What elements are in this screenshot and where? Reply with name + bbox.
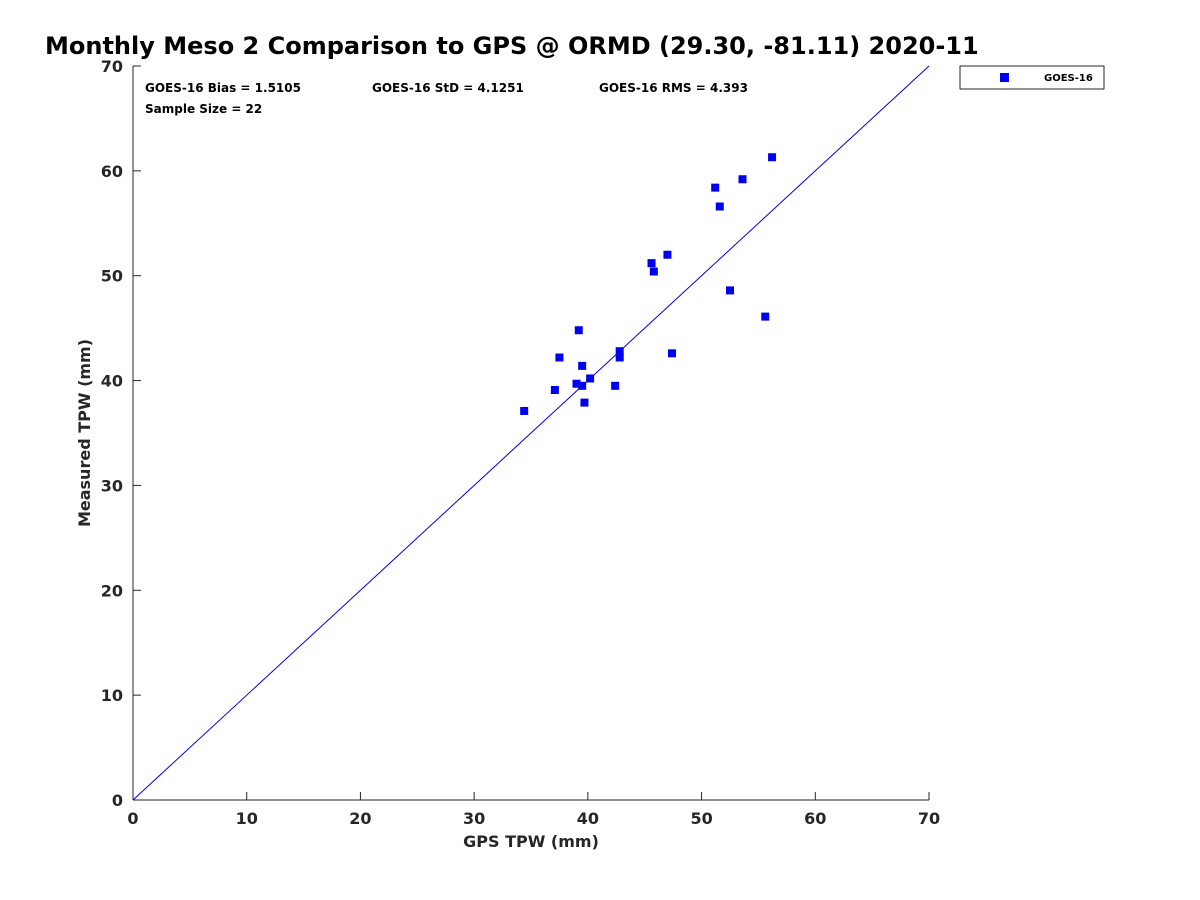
data-point bbox=[668, 349, 677, 358]
data-point bbox=[615, 347, 624, 356]
reference-line-group bbox=[132, 65, 930, 801]
y-tick-label: 50 bbox=[101, 267, 123, 286]
data-point bbox=[555, 353, 564, 362]
x-axis-label: GPS TPW (mm) bbox=[463, 832, 599, 851]
one-to-one-line bbox=[132, 65, 930, 801]
x-ticks: 0 10 20 30 40 50 60 70 bbox=[127, 792, 940, 828]
legend-label: GOES-16 bbox=[1044, 73, 1093, 84]
y-axis-label: Measured TPW (mm) bbox=[75, 339, 94, 527]
data-point bbox=[578, 381, 587, 390]
x-tick-label: 0 bbox=[127, 809, 138, 828]
data-point bbox=[761, 312, 770, 321]
x-tick-label: 50 bbox=[690, 809, 712, 828]
data-point bbox=[738, 175, 747, 184]
y-tick-label: 10 bbox=[101, 686, 123, 705]
rms-annotation: GOES-16 RMS = 4.393 bbox=[599, 81, 748, 95]
x-tick-label: 20 bbox=[349, 809, 371, 828]
x-tick-label: 70 bbox=[918, 809, 940, 828]
y-tick-label: 30 bbox=[101, 476, 123, 495]
y-tick-label: 40 bbox=[101, 372, 123, 391]
data-point bbox=[768, 153, 777, 162]
chart-title: Monthly Meso 2 Comparison to GPS @ ORMD … bbox=[45, 32, 979, 60]
bias-annotation: GOES-16 Bias = 1.5105 bbox=[145, 81, 301, 95]
legend: GOES-16 bbox=[959, 65, 1105, 90]
data-point bbox=[647, 259, 656, 268]
y-tick-label: 70 bbox=[101, 57, 123, 76]
legend-box bbox=[959, 65, 1105, 90]
data-point bbox=[649, 267, 658, 276]
y-tick-label: 0 bbox=[112, 791, 123, 810]
data-points bbox=[520, 153, 777, 415]
y-ticks: 0 10 20 30 40 50 60 70 bbox=[101, 57, 141, 810]
data-point bbox=[586, 374, 595, 383]
x-tick-label: 60 bbox=[804, 809, 826, 828]
data-point bbox=[663, 250, 672, 259]
x-tick-label: 30 bbox=[463, 809, 485, 828]
y-tick-label: 60 bbox=[101, 162, 123, 181]
legend-square-marker bbox=[1000, 73, 1009, 82]
std-annotation: GOES-16 StD = 4.1251 bbox=[372, 81, 524, 95]
x-tick-label: 40 bbox=[577, 809, 599, 828]
y-tick-label: 20 bbox=[101, 581, 123, 600]
data-point bbox=[550, 386, 559, 395]
data-point bbox=[574, 326, 583, 335]
data-point bbox=[520, 406, 529, 415]
axes bbox=[132, 66, 929, 801]
data-point bbox=[580, 398, 589, 407]
data-point bbox=[578, 361, 587, 370]
data-point bbox=[711, 183, 720, 192]
data-point bbox=[572, 379, 581, 388]
x-tick-label: 10 bbox=[236, 809, 258, 828]
sample-size-annotation: Sample Size = 22 bbox=[145, 102, 262, 116]
data-point bbox=[611, 381, 620, 390]
data-point bbox=[726, 286, 734, 295]
data-point bbox=[615, 353, 624, 362]
data-point bbox=[715, 202, 724, 211]
